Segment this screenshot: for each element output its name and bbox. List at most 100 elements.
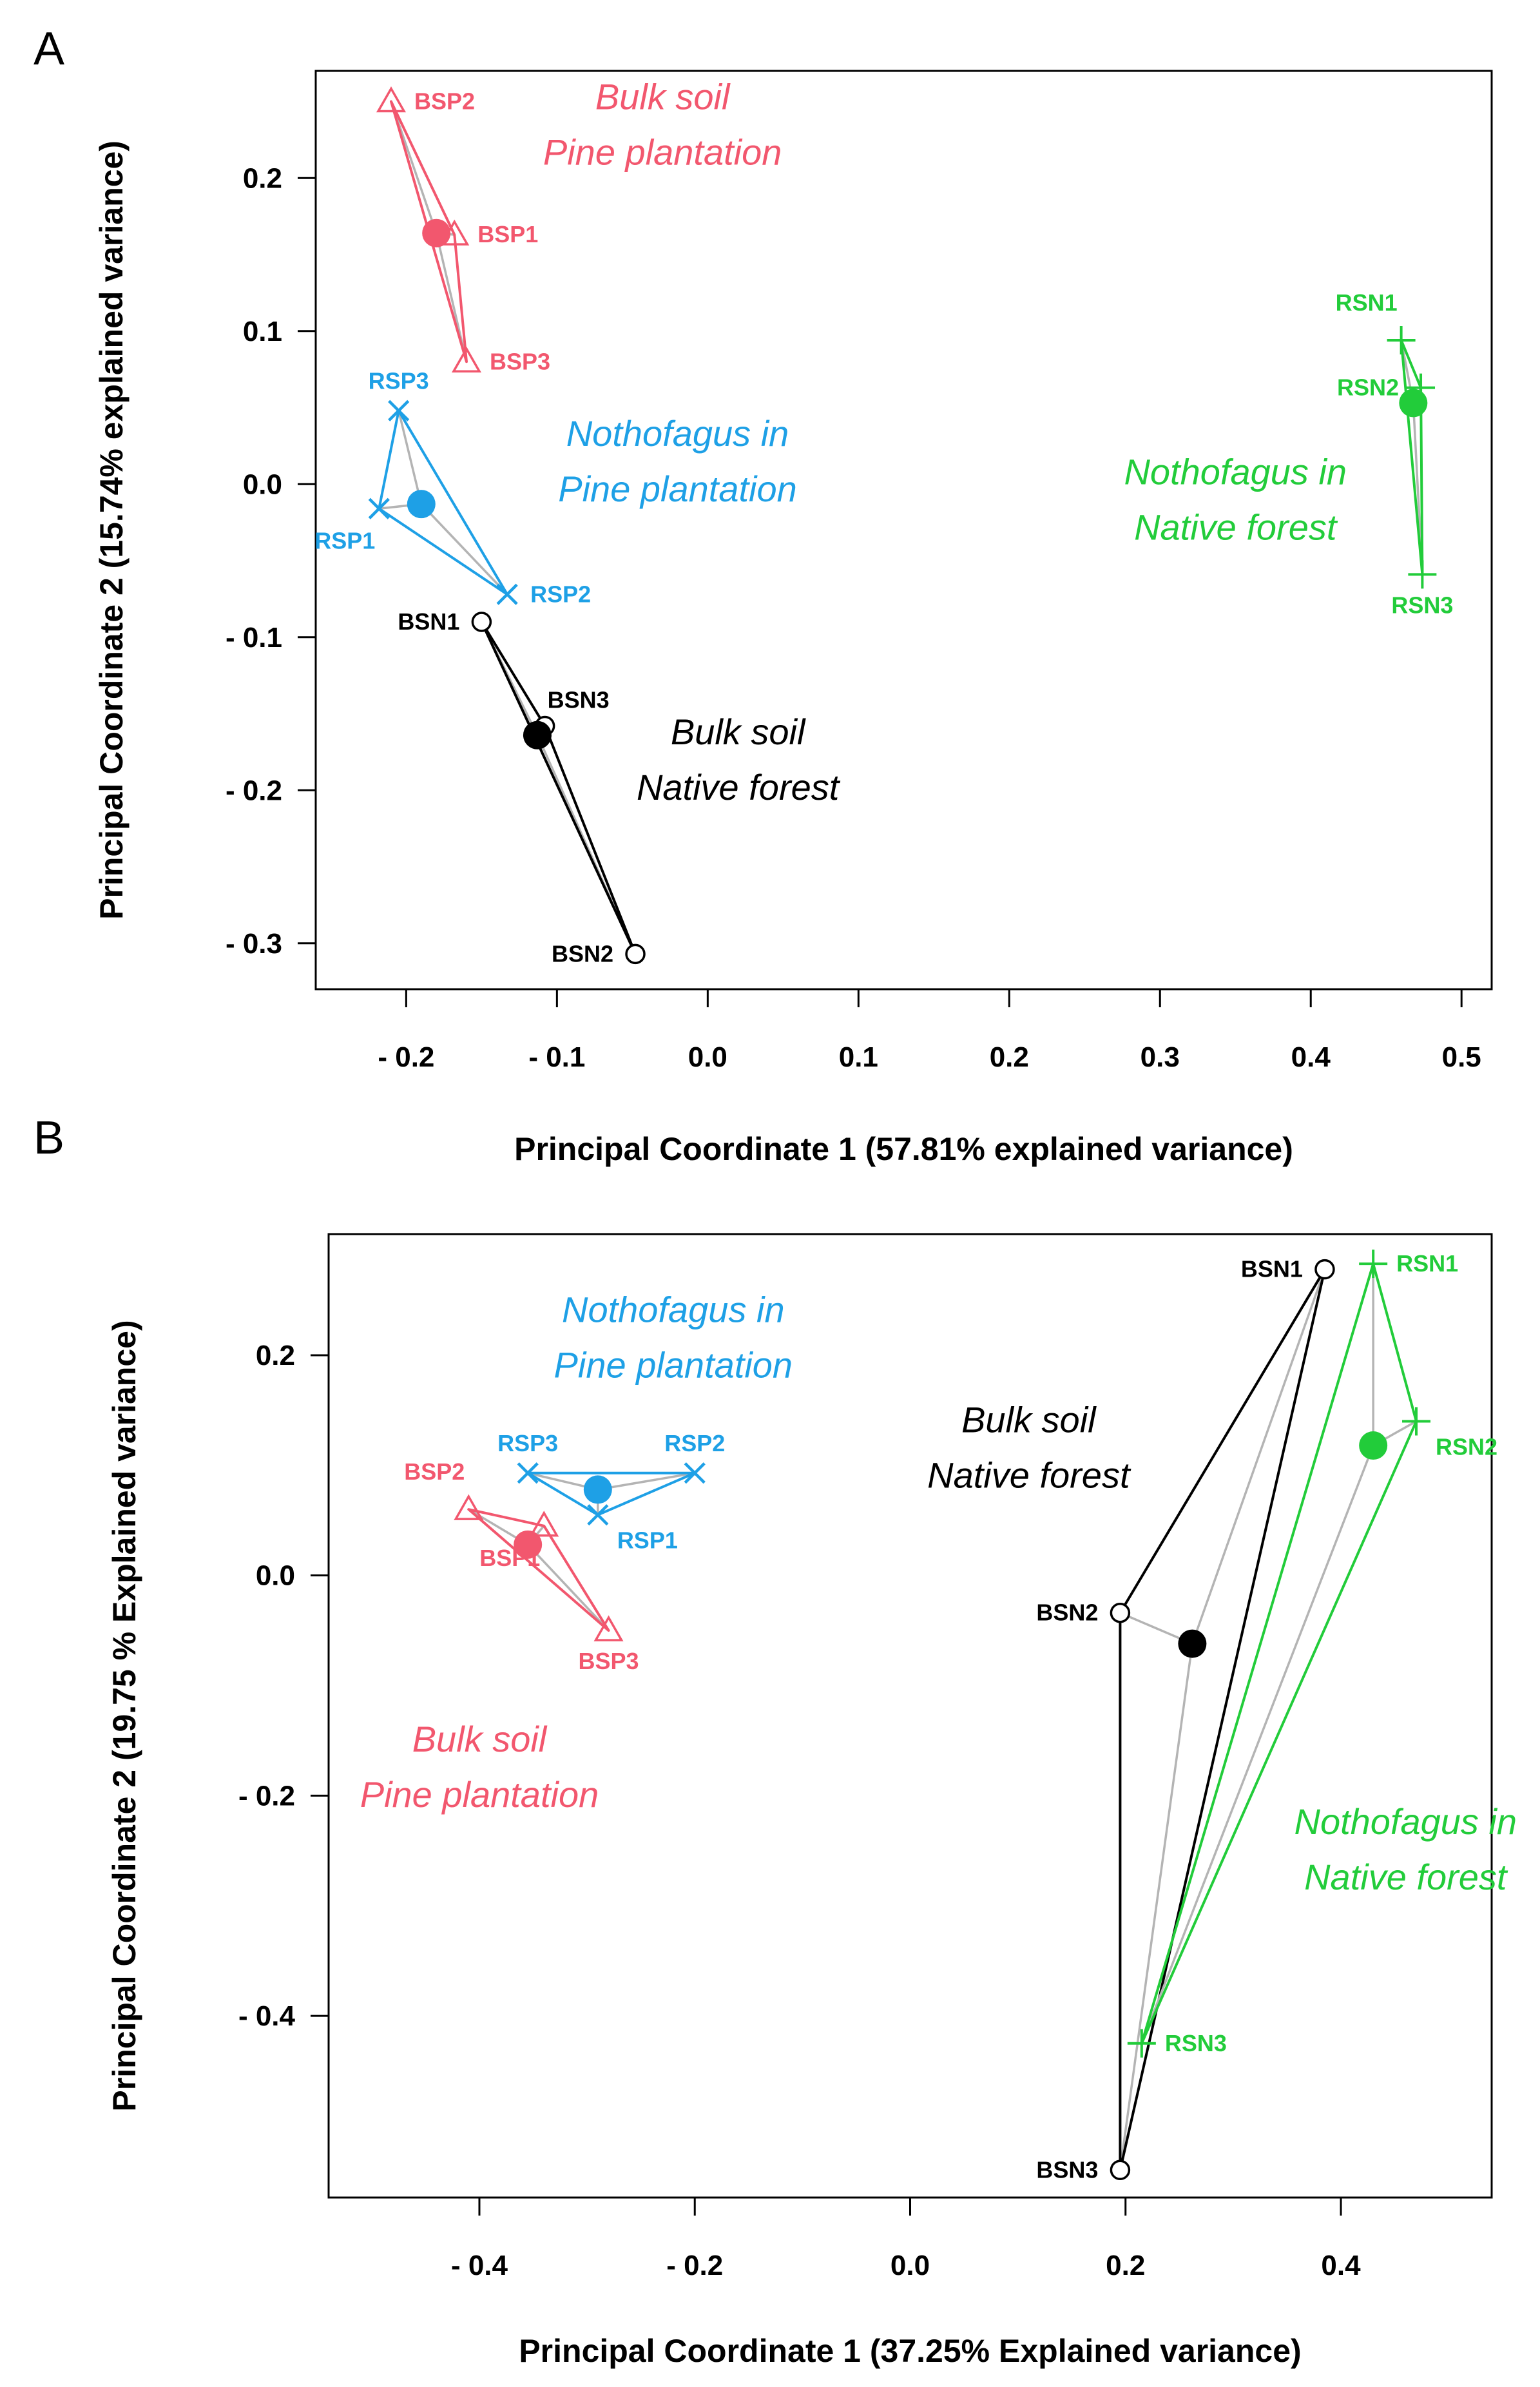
panel-a-x-axis-title: Principal Coordinate 1 (57.81% explained… <box>514 1131 1293 1167</box>
panel-b-bsn-group-label: Bulk soil <box>961 1400 1097 1440</box>
panel-b-bsn2-label: BSN2 <box>1036 1599 1098 1626</box>
panel-a-x-tick-label: 0.4 <box>1291 1041 1331 1073</box>
panel-a-bsn3-label: BSN3 <box>548 687 610 713</box>
panel-b-rsn3-marker <box>1127 2029 1156 2058</box>
panel-b-rsp-centroid <box>583 1475 612 1504</box>
panel-a-group-rsn: RSN1 RSN2 RSN3 Nothofagus in Native forest <box>1124 289 1453 618</box>
panel-a-x-tick-label: - 0.1 <box>528 1041 585 1073</box>
panel-a-bsn-group-label: Bulk soil <box>671 711 806 752</box>
panel-b-x-tick-label: - 0.4 <box>451 2250 508 2281</box>
panel-b-chart: - 0.4 - 0.2 0.0 0.2 0.4 0.2 0.0 - 0.2 - 0.4 Princ… <box>106 1233 1517 2369</box>
panel-a-x-tick-label: 0.2 <box>990 1041 1029 1073</box>
panel-a-y-tick-label: - 0.2 <box>226 775 282 806</box>
panel-b-rsp3-marker <box>517 1462 539 1484</box>
panel-a-rsp1-marker <box>368 498 390 519</box>
panel-a-rsp-group-label: Nothofagus in <box>566 413 789 454</box>
panel-a-rsn3-label: RSN3 <box>1391 592 1453 618</box>
panel-a-letter: A <box>34 23 64 75</box>
panel-a-rsp2-marker <box>496 583 518 605</box>
panel-b-rsn-centroid <box>1359 1431 1388 1460</box>
panel-a-bsn-group-label: Native forest <box>637 767 841 807</box>
panel-a-rsp-spoke <box>397 410 423 505</box>
panel-b-rsp3-label: RSP3 <box>497 1430 558 1456</box>
panel-a-bsn-hull <box>480 621 637 956</box>
panel-b-rsn-spoke <box>1141 1445 1374 2044</box>
panel-a-bsn2-marker <box>625 943 646 965</box>
panel-b-bsp-hull <box>467 1508 610 1632</box>
panel-b-plot-frame <box>327 1233 1493 2199</box>
panel-b-rsn2-label: RSN2 <box>1436 1433 1497 1460</box>
panel-a-rsp-group-label: Pine plantation <box>558 469 797 509</box>
panel-a-rsp2-label: RSP2 <box>530 581 591 607</box>
panel-b-bsp3-marker <box>593 1615 624 1641</box>
panel-a-rsp1-label: RSP1 <box>314 527 375 554</box>
panel-a-group-rsp: RSP3 RSP1 RSP2 Nothofagus in Pine plantation <box>314 367 797 607</box>
panel-b-rsp-hull <box>526 1471 697 1516</box>
panel-a-plot-frame <box>314 70 1493 991</box>
panel-a-y-axis-title: Principal Coordinate 2 (15.74% explained… <box>93 140 130 920</box>
panel-b-bsn-spoke <box>1119 1643 1194 2170</box>
panel-b-rsp1-label: RSP1 <box>617 1527 678 1554</box>
panel-b-rsn-group-label: Nothofagus in <box>1295 1801 1517 1842</box>
panel-b-y-axis-title: Principal Coordinate 2 (19.75 % Explaine… <box>106 1320 142 2111</box>
panel-b-bsn1-marker <box>1314 1259 1335 1280</box>
panel-a-bsp3-marker <box>451 346 481 372</box>
panel-a-rsp3-label: RSP3 <box>369 367 429 394</box>
panel-b-bsn-group-label: Native forest <box>927 1455 1131 1496</box>
panel-b-x-axis-title: Principal Coordinate 1 (37.25% Explained… <box>519 2333 1301 2369</box>
panel-b-rsn3-label: RSN3 <box>1165 2030 1227 2056</box>
panel-a-rsn3-marker <box>1408 560 1437 589</box>
panel-b-rsp-group-label: Nothofagus in <box>562 1290 785 1330</box>
panel-b-rsn1-label: RSN1 <box>1396 1250 1458 1277</box>
panel-a-rsn-centroid <box>1399 389 1428 418</box>
panel-a-y-tick-label: - 0.1 <box>226 622 282 653</box>
panel-b-rsp1-marker <box>587 1504 609 1526</box>
panel-a-bsp-centroid <box>422 218 451 247</box>
panel-a-x-tick-label: 0.0 <box>688 1041 727 1073</box>
panel-a-bsp-group-label: Bulk soil <box>595 76 731 117</box>
panel-b-rsp-spoke <box>597 1472 695 1491</box>
panel-a-rsn-group-label: Nothofagus in <box>1124 451 1347 492</box>
panel-a-rsn1-label: RSN1 <box>1336 289 1398 316</box>
panel-b-bsp2-marker <box>454 1494 484 1520</box>
panel-a-bsp3-label: BSP3 <box>490 348 550 374</box>
panel-a-bsn1-label: BSN1 <box>398 608 459 635</box>
panel-b-y-tick-label: - 0.2 <box>238 1780 295 1812</box>
panel-b-letter: B <box>34 1112 64 1164</box>
panel-b-rsn-hull <box>1140 1262 1418 2045</box>
panel-b-bsp-group-label: Bulk soil <box>412 1719 548 1759</box>
panel-a-y-tick-label: 0.2 <box>243 162 282 194</box>
panel-b-bsn-hull <box>1119 1268 1326 2172</box>
panel-b-bsn3-label: BSN3 <box>1036 2156 1098 2183</box>
panel-a-rsn2-label: RSN2 <box>1337 374 1399 401</box>
panel-a-bsp1-label: BSP1 <box>477 221 538 247</box>
panel-a-x-tick-label: - 0.2 <box>378 1041 434 1073</box>
panel-b-group-rsn: RSN1 RSN2 RSN3 Nothofagus in Native forest <box>1127 1250 1517 2058</box>
panel-a-rsn-group-label: Native forest <box>1134 507 1338 547</box>
panel-b-bsp1-marker <box>529 1511 559 1537</box>
panel-b-bsn-spoke <box>1191 1269 1326 1645</box>
panel-a-bsp-group-label: Pine plantation <box>543 131 782 172</box>
panel-a-rsp3-marker <box>388 400 410 421</box>
panel-b-group-rsp: RSP3 RSP2 RSP1 Nothofagus in Pine plantation <box>497 1290 793 1554</box>
panel-a-y-tick-label: - 0.3 <box>226 928 282 960</box>
panel-b-x-tick-label: 0.0 <box>890 2250 930 2281</box>
panel-b-rsn2-marker <box>1402 1407 1431 1436</box>
panel-b-bsn2-marker <box>1110 1602 1131 1623</box>
panel-a-bsp2-marker <box>376 86 407 113</box>
panel-b-y-tick-label: - 0.4 <box>238 2000 296 2032</box>
panel-b-group-bsn: BSN1 BSN2 BSN3 Bulk soil Native forest <box>927 1256 1335 2183</box>
panel-b-bsn3-marker <box>1110 2160 1131 2181</box>
panel-b-bsp2-label: BSP2 <box>404 1458 465 1485</box>
panel-a-bsn-centroid <box>523 720 552 749</box>
panel-b-rsp2-label: RSP2 <box>664 1430 725 1456</box>
panel-a-chart: - 0.2 - 0.1 0.0 0.1 0.2 0.3 0.4 0.5 0.2 0.1 0.0 - 0… <box>93 70 1493 1167</box>
panel-b-rsn1-marker <box>1359 1250 1388 1279</box>
panel-a-group-bsn: BSN1 BSN3 BSN2 Bulk soil Native forest <box>398 608 840 967</box>
panel-a-rsp-spoke <box>420 503 508 595</box>
panel-a-x-tick-label: 0.1 <box>839 1041 878 1073</box>
panel-b-x-tick-label: 0.4 <box>1321 2250 1361 2281</box>
panel-a-bsn2-label: BSN2 <box>552 940 613 967</box>
